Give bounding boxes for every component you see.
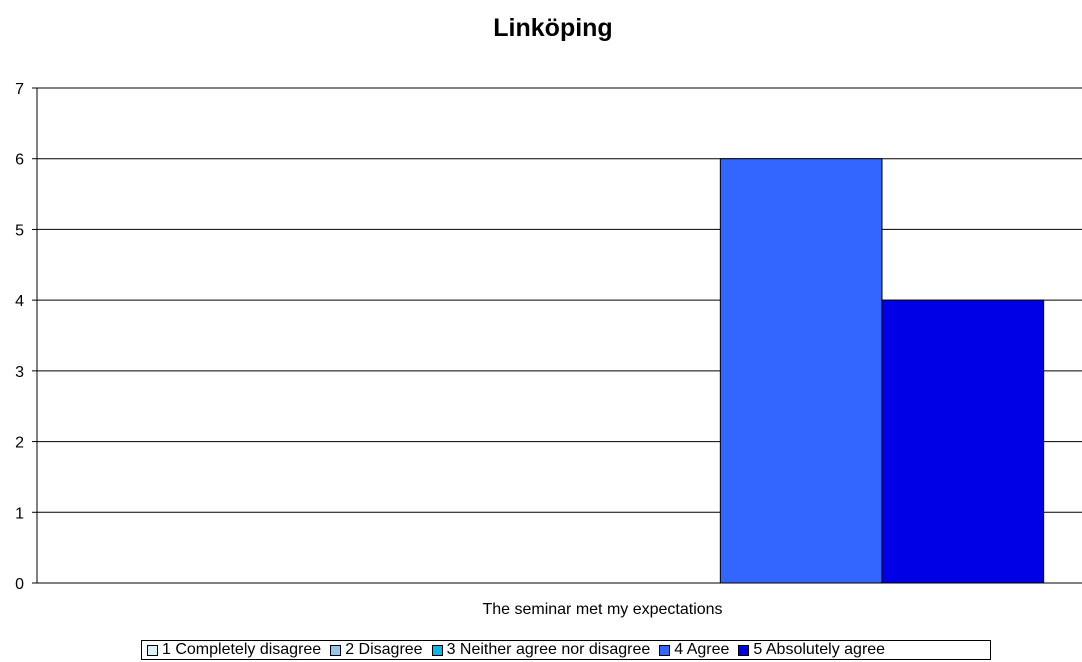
chart-title: Linköping [493, 14, 613, 42]
legend-label: 4 Agree [674, 641, 730, 658]
legend-item: 4 Agree [659, 641, 729, 659]
legend-label: 3 Neither agree nor disagree [446, 641, 651, 658]
x-category-label: The seminar met my expectations [482, 601, 722, 618]
legend-swatch [147, 644, 158, 656]
legend: 1 Completely disagree 2 Disagree 3 Neither… [141, 640, 991, 660]
legend-label: 1 Completely disagree [162, 641, 322, 658]
y-tick-label: 0 [15, 576, 24, 593]
bar-chart: 0 1 2 3 4 5 6 7 The seminar met my expectations [15, 81, 1082, 618]
legend-item: 5 Absolutely agree [738, 641, 885, 659]
legend-swatch [431, 644, 443, 656]
y-tick-label: 6 [15, 152, 24, 169]
legend-label: 5 Absolutely agree [753, 641, 886, 658]
y-tick-label: 7 [15, 81, 24, 98]
legend-swatch [659, 644, 671, 656]
legend-swatch [738, 644, 750, 656]
bar-5 [881, 299, 1045, 584]
legend-item: 3 Neither agree nor disagree [431, 641, 651, 659]
y-tick-label: 1 [15, 505, 24, 522]
y-tick-label: 5 [15, 222, 24, 239]
grid-lines [37, 87, 1082, 513]
bar-4 [719, 158, 883, 584]
y-tick-label: 2 [15, 435, 24, 452]
legend-swatch [330, 644, 342, 656]
bars [719, 158, 1045, 584]
y-tick-label: 4 [15, 293, 24, 310]
legend-item: 1 Completely disagree [147, 641, 321, 659]
axes: 0 1 2 3 4 5 6 7 The seminar met my expectations [15, 81, 1082, 618]
legend-label: 2 Disagree [345, 641, 423, 658]
y-tick-label: 3 [15, 364, 24, 381]
legend-item: 2 Disagree [330, 641, 423, 659]
